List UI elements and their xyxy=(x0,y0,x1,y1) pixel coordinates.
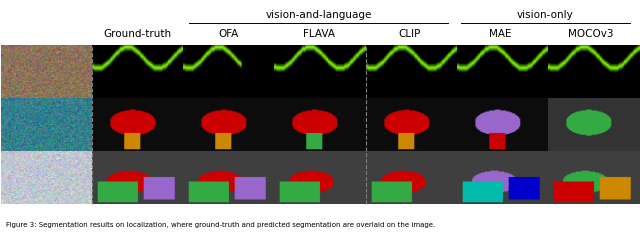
Text: OFA: OFA xyxy=(218,29,238,39)
Text: vision-and-language: vision-and-language xyxy=(266,10,372,20)
Text: CLIP: CLIP xyxy=(398,29,420,39)
Text: MOCOv3: MOCOv3 xyxy=(568,29,614,39)
Text: FLAVA: FLAVA xyxy=(303,29,335,39)
Text: Ground-truth: Ground-truth xyxy=(103,29,172,39)
Text: Figure 3: Segmentation results on localization, where ground-truth and predicted: Figure 3: Segmentation results on locali… xyxy=(6,222,436,228)
Text: vision-only: vision-only xyxy=(517,10,574,20)
Text: MAE: MAE xyxy=(489,29,511,39)
